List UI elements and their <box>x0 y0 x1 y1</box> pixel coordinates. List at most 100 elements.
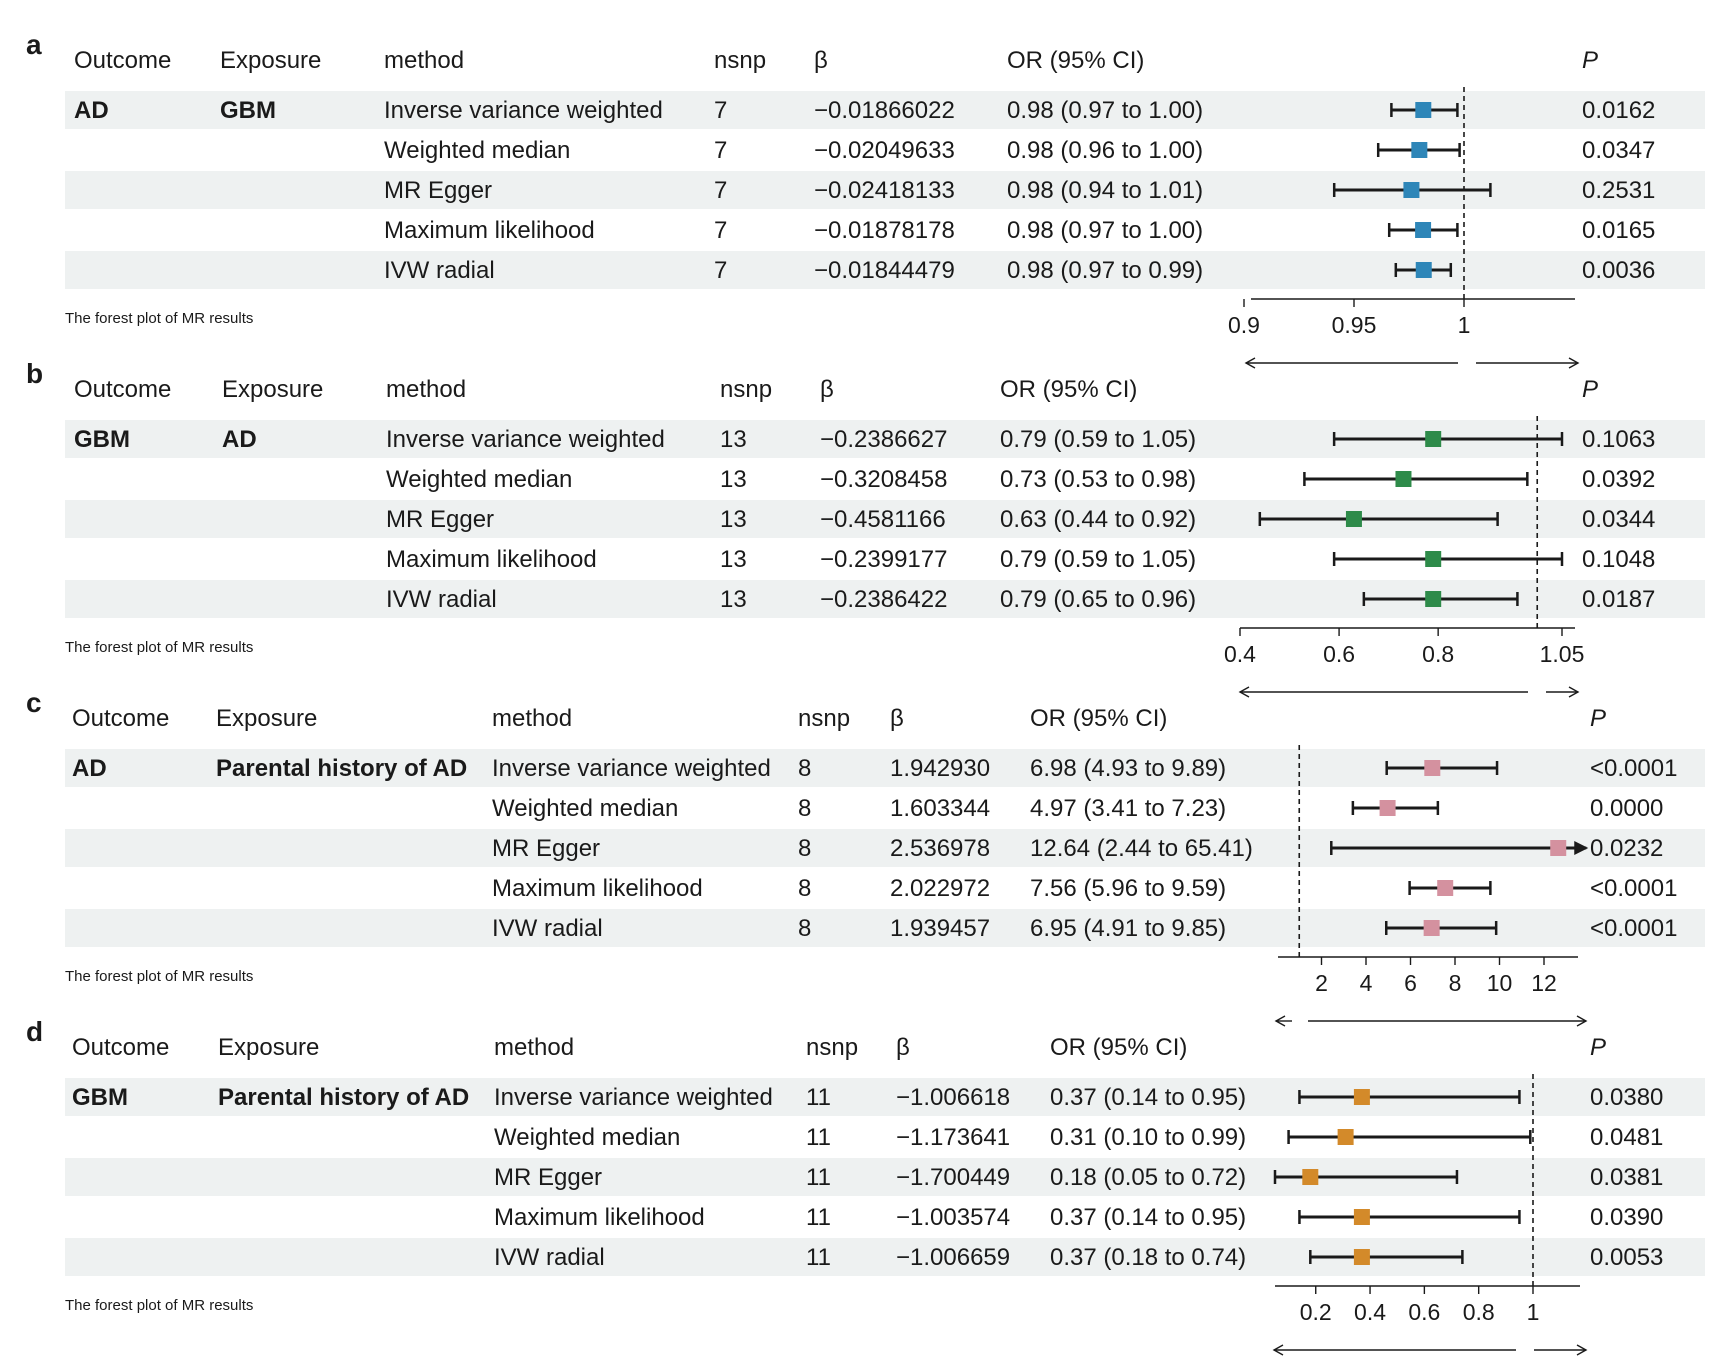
nsnp-cell: 11 <box>806 1204 831 1231</box>
header-method: method <box>384 47 464 74</box>
p-value-cell: 0.0390 <box>1590 1204 1663 1231</box>
table-row: GBM AD Inverse variance weighted 13 −0.23866… <box>74 426 1655 453</box>
beta-cell: −1.006659 <box>896 1244 1010 1271</box>
exposure-cell: AD <box>222 426 257 453</box>
outcome-cell: GBM <box>72 1084 128 1111</box>
table-row: Weighted median 13 −0.3208458 0.73 (0.53 to… <box>386 466 1655 493</box>
table-row: MR Egger 13 −0.4581166 0.63 (0.44 to 0.92) 0… <box>386 506 1655 533</box>
p-value-cell: <0.0001 <box>1590 875 1677 902</box>
beta-cell: −0.01866022 <box>814 97 955 124</box>
direction-arrowhead-left <box>1244 357 1256 369</box>
direction-arrowhead-right <box>1568 686 1580 698</box>
x-tick-label: 0.4 <box>1224 641 1256 667</box>
nsnp-cell: 8 <box>798 795 811 822</box>
method-cell: Maximum likelihood <box>384 217 595 244</box>
point-estimate-marker <box>1550 840 1567 856</box>
table-row: IVW radial 13 −0.2386422 0.79 (0.65 to 0.96… <box>386 586 1655 613</box>
nsnp-cell: 13 <box>720 586 747 613</box>
or-ci-cell: 0.79 (0.65 to 0.96) <box>1000 586 1196 613</box>
or-ci-cell: 0.98 (0.97 to 1.00) <box>1007 217 1203 244</box>
p-value-cell: 0.0344 <box>1582 506 1655 533</box>
beta-cell: 2.536978 <box>890 835 990 862</box>
x-tick-label: 0.8 <box>1422 641 1454 667</box>
panel-label: a <box>26 29 42 60</box>
p-value-cell: 0.0187 <box>1582 586 1655 613</box>
nsnp-cell: 7 <box>714 97 727 124</box>
table-row: IVW radial 7 −0.01844479 0.98 (0.97 to 0.99… <box>384 257 1655 284</box>
method-cell: Weighted median <box>494 1124 680 1151</box>
row-shade <box>65 1158 1705 1196</box>
direction-arrowhead-right <box>1576 1344 1588 1356</box>
point-estimate-marker <box>1345 511 1362 527</box>
point-estimate-marker <box>1425 591 1442 607</box>
table-row: AD GBM Inverse variance weighted 7 −0.018660… <box>74 97 1655 124</box>
beta-cell: −1.173641 <box>896 1124 1010 1151</box>
table-row: Maximum likelihood 13 −0.2399177 0.79 (0.59… <box>386 546 1655 573</box>
beta-cell: −0.01878178 <box>814 217 955 244</box>
p-value-cell: 0.1048 <box>1582 546 1655 573</box>
point-estimate-marker <box>1379 800 1396 816</box>
panel-label: d <box>26 1016 43 1047</box>
header-beta: β <box>820 376 834 403</box>
header-or-ci: OR (95% CI) <box>1050 1034 1187 1061</box>
p-value-cell: 0.1063 <box>1582 426 1655 453</box>
table-row: MR Egger 8 2.536978 12.64 (2.44 to 65.41) 0.… <box>492 835 1663 862</box>
header-p: P <box>1590 705 1606 732</box>
header-exposure: Exposure <box>222 376 323 403</box>
point-estimate-marker <box>1437 880 1454 896</box>
table-row: Maximum likelihood 11 −1.003574 0.37 (0.14 … <box>494 1204 1663 1231</box>
x-tick-label: 6 <box>1404 970 1417 996</box>
direction-arrowhead-left <box>1272 1344 1284 1356</box>
nsnp-cell: 11 <box>806 1124 831 1151</box>
footnote: The forest plot of MR results <box>65 1297 253 1314</box>
header-outcome: Outcome <box>74 47 171 74</box>
nsnp-cell: 8 <box>798 835 811 862</box>
method-cell: Inverse variance weighted <box>384 97 663 124</box>
exposure-cell: Parental history of AD <box>216 755 467 782</box>
footnote: The forest plot of MR results <box>65 639 253 656</box>
point-estimate-marker <box>1424 760 1441 776</box>
beta-cell: −0.2386422 <box>820 586 947 613</box>
point-estimate-marker <box>1403 182 1420 198</box>
footnote: The forest plot of MR results <box>65 310 253 327</box>
header-beta: β <box>814 47 828 74</box>
header-outcome: Outcome <box>74 376 171 403</box>
x-tick-label: 0.95 <box>1332 312 1377 338</box>
method-cell: MR Egger <box>494 1164 602 1191</box>
outcome-cell: GBM <box>74 426 130 453</box>
x-tick-label: 0.4 <box>1354 1299 1386 1325</box>
header-nsnp: nsnp <box>714 47 766 74</box>
point-estimate-marker <box>1415 222 1432 238</box>
beta-cell: −0.02049633 <box>814 137 955 164</box>
nsnp-cell: 11 <box>806 1164 831 1191</box>
p-value-cell: 0.0053 <box>1590 1244 1663 1271</box>
x-tick-label: 1 <box>1527 1299 1540 1325</box>
header-nsnp: nsnp <box>798 705 850 732</box>
header-p: P <box>1582 47 1598 74</box>
header-method: method <box>386 376 466 403</box>
x-tick-label: 0.2 <box>1300 1299 1332 1325</box>
point-estimate-marker <box>1425 551 1442 567</box>
point-estimate-marker <box>1425 431 1442 447</box>
method-cell: IVW radial <box>492 915 603 942</box>
table-row: Weighted median 7 −0.02049633 0.98 (0.96 to… <box>384 137 1655 164</box>
x-tick-label: 4 <box>1360 970 1373 996</box>
panel-label: c <box>26 687 42 718</box>
beta-cell: −1.003574 <box>896 1204 1010 1231</box>
or-ci-cell: 0.37 (0.18 to 0.74) <box>1050 1244 1246 1271</box>
or-ci-cell: 7.56 (5.96 to 9.59) <box>1030 875 1226 902</box>
beta-cell: −0.2386627 <box>820 426 947 453</box>
nsnp-cell: 11 <box>806 1084 831 1111</box>
header-or-ci: OR (95% CI) <box>1007 47 1144 74</box>
or-ci-cell: 12.64 (2.44 to 65.41) <box>1030 835 1253 862</box>
header-method: method <box>494 1034 574 1061</box>
beta-cell: 1.603344 <box>890 795 990 822</box>
method-cell: IVW radial <box>384 257 495 284</box>
beta-cell: 1.939457 <box>890 915 990 942</box>
or-ci-cell: 0.18 (0.05 to 0.72) <box>1050 1164 1246 1191</box>
p-value-cell: 0.0036 <box>1582 257 1655 284</box>
or-ci-cell: 4.97 (3.41 to 7.23) <box>1030 795 1226 822</box>
x-tick-label: 8 <box>1449 970 1462 996</box>
p-value-cell: 0.0392 <box>1582 466 1655 493</box>
header-outcome: Outcome <box>72 1034 169 1061</box>
